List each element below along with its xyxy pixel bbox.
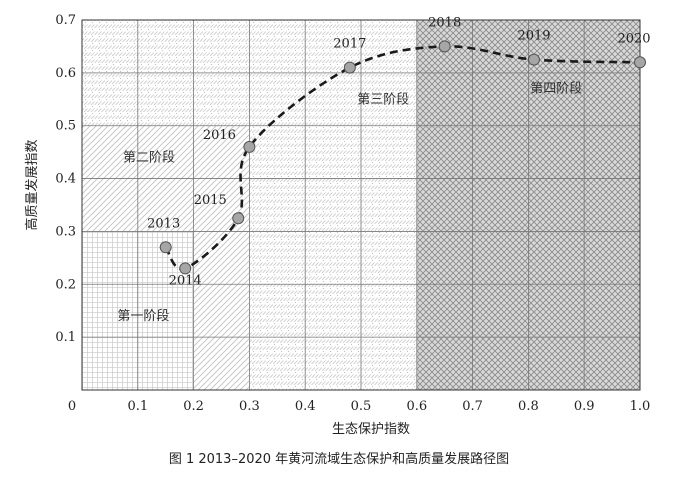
plot-frame — [81, 19, 641, 391]
data-point — [343, 61, 356, 74]
stage-region-3 — [193, 231, 250, 390]
data-point — [232, 212, 245, 225]
y-tick-label: 0.4 — [55, 172, 76, 187]
point-label: 2015 — [194, 193, 227, 208]
point-label: 2019 — [517, 29, 550, 44]
stage-label: 第二阶段 — [123, 150, 175, 165]
point-label: 2017 — [333, 37, 366, 52]
x-axis-title: 生态保护指数 — [332, 422, 410, 437]
data-point — [527, 53, 540, 66]
point-label: 2020 — [617, 31, 650, 46]
stage-label: 第一阶段 — [117, 309, 169, 324]
point-label: 2018 — [428, 15, 461, 30]
x-tick-label: 0.5 — [351, 399, 372, 414]
stage-label: 第三阶段 — [357, 92, 409, 107]
stage-label: 第四阶段 — [530, 82, 582, 97]
x-tick-label: 0.7 — [462, 399, 483, 414]
data-point — [159, 241, 172, 254]
data-point — [243, 140, 256, 153]
y-axis-title: 高质量发展指数 — [24, 139, 40, 230]
x-tick-label: 0.2 — [183, 399, 204, 414]
y-tick-label: 0.3 — [55, 224, 76, 239]
data-point — [438, 40, 451, 53]
data-point — [634, 56, 646, 69]
x-tick-label: 0.9 — [574, 399, 595, 414]
x-tick-label: 0.3 — [239, 399, 260, 414]
y-tick-label: 0.1 — [55, 330, 76, 345]
point-label: 2013 — [147, 216, 180, 231]
x-tick-label: 0.6 — [406, 399, 427, 414]
y-tick-label: 0.5 — [55, 119, 76, 134]
point-label: 2016 — [203, 128, 236, 143]
stage-region-5 — [249, 125, 417, 390]
figure-caption: 图 1 2013–2020 年黄河流域生态保护和高质量发展路径图 — [169, 451, 509, 467]
x-tick-label: 1.0 — [630, 399, 651, 414]
data-point — [179, 262, 192, 275]
x-tick-label: 0 — [68, 399, 76, 414]
x-tick-label: 0.1 — [127, 399, 148, 414]
x-tick-label: 0.8 — [518, 399, 539, 414]
y-tick-label: 0.6 — [55, 66, 76, 81]
x-tick-label: 0.4 — [295, 399, 316, 414]
point-label: 2014 — [169, 273, 202, 288]
y-tick-label: 0.7 — [55, 13, 76, 28]
y-tick-label: 0.2 — [55, 277, 76, 292]
